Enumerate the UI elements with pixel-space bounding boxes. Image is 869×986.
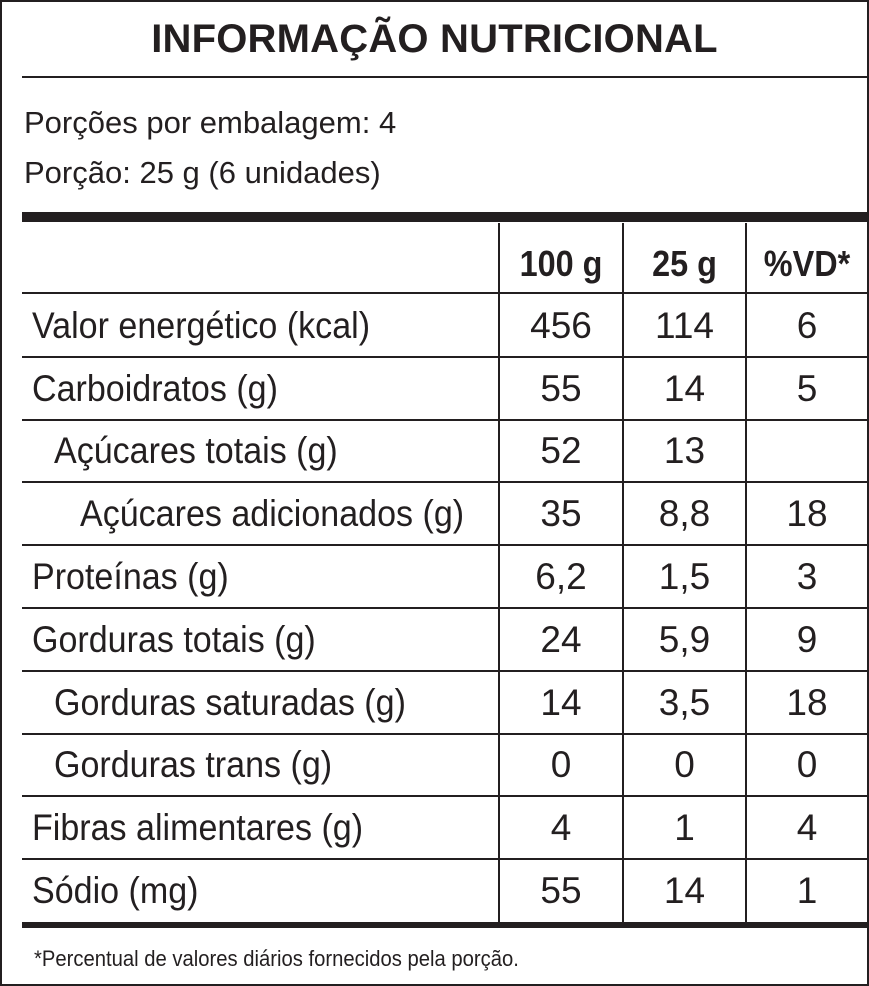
footnote: *Percentual de valores diários fornecido… [34,946,519,971]
value-25g: 114 [655,304,714,346]
value-100g: 55 [540,367,582,409]
value-25g: 14 [663,870,706,912]
header-thick-divider [22,212,867,222]
value-25g: 3,5 [658,681,711,723]
value-25g: 13 [663,430,706,472]
value-100g: 456 [530,304,592,346]
row-divider [22,858,867,861]
nutrient-label: Açúcares totais (g) [54,430,338,472]
value-25g: 1,5 [658,556,711,598]
serving-size: Porção: 25 g (6 unidades) [24,155,381,190]
nutrient-label: Fibras alimentares (g) [32,807,364,849]
row-divider [22,669,867,672]
value-100g: 0 [550,744,572,786]
nutrient-label: Proteínas (g) [32,556,229,598]
row-divider [22,418,867,421]
row-divider [22,607,867,609]
nutrition-title: INFORMAÇÃO NUTRICIONAL [151,16,718,61]
column-divider [622,223,624,923]
value-25g: 8,8 [658,493,711,535]
nutrient-label: Gorduras saturadas (g) [54,681,406,723]
value-100g: 55 [540,870,582,912]
value-25g: 1 [674,807,695,849]
value-100g: 24 [540,618,582,660]
value-vd: 9 [796,618,818,660]
nutrient-label: Carboidratos (g) [32,367,278,409]
value-100g: 35 [540,493,582,535]
nutrient-label: Valor energético (kcal) [32,304,371,346]
nutrient-label: Gorduras trans (g) [54,744,333,786]
column-header-vd: %VD* [763,243,851,284]
value-vd: 6 [796,304,818,346]
row-divider [22,481,867,484]
row-divider [22,732,867,735]
nutrient-label: Açúcares adicionados (g) [80,493,465,535]
value-vd: 4 [796,807,818,849]
column-divider [498,223,500,923]
title-divider [22,76,867,78]
value-25g: 5,9 [658,618,711,660]
value-100g: 6,2 [535,556,587,598]
column-divider [745,223,747,923]
nutrient-label: Gorduras totais (g) [32,618,316,660]
servings-per-package: Porções por embalagem: 4 [24,105,397,140]
value-25g: 14 [663,367,706,409]
nutrient-label: Sódio (mg) [32,870,199,912]
value-vd: 5 [796,367,818,409]
row-divider [22,292,867,294]
value-100g: 14 [540,681,582,723]
value-vd: 18 [786,681,828,723]
value-100g: 52 [540,430,582,472]
value-100g: 4 [550,807,572,849]
row-divider [22,795,867,798]
value-vd: 18 [786,493,828,535]
value-vd: 1 [796,870,818,912]
value-vd: 0 [796,744,818,786]
column-header-100g: 100 g [519,243,603,284]
value-25g: 0 [674,744,695,786]
value-vd: 3 [796,556,818,598]
column-header-25g: 25 g [652,243,717,284]
row-divider [22,355,867,358]
footer-thick-divider [22,922,867,928]
row-divider [22,544,867,547]
value-vd [747,420,867,483]
